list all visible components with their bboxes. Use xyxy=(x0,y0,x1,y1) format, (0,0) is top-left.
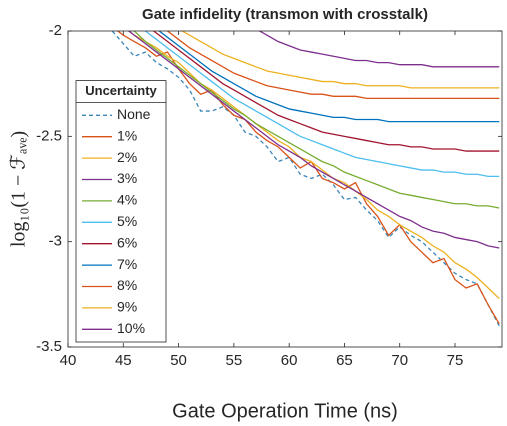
x-axis-label: Gate Operation Time (ns) xyxy=(172,400,398,422)
legend-label: 8% xyxy=(117,277,137,293)
x-tick-label: 40 xyxy=(60,352,77,369)
series-line xyxy=(127,31,500,300)
legend-label: 10% xyxy=(117,320,145,336)
x-tick-label: 60 xyxy=(281,352,298,369)
series-line xyxy=(180,31,500,89)
legend-label: 2% xyxy=(117,149,137,165)
series-line xyxy=(111,31,500,327)
legend-label: 6% xyxy=(117,234,137,250)
plot-lines xyxy=(111,31,500,327)
x-tick-label: 50 xyxy=(170,352,187,369)
series-line xyxy=(166,31,500,100)
legend-label: 5% xyxy=(117,213,137,229)
y-axis-label: log₁₀(1 − ℱₐᵥₑ) xyxy=(8,131,30,247)
axes-box xyxy=(67,30,503,348)
y-tick-label: -3.5 xyxy=(36,338,62,355)
x-tick-label: 75 xyxy=(447,352,464,369)
chart-title: Gate infidelity (transmon with crosstalk… xyxy=(142,6,428,23)
y-tick-label: -3 xyxy=(49,233,62,250)
series-line xyxy=(158,31,500,123)
legend-label: None xyxy=(117,106,151,122)
legend-label: 4% xyxy=(117,192,137,208)
x-tick-label: 55 xyxy=(226,352,243,369)
y-tick-label: -2 xyxy=(49,22,62,39)
series-line xyxy=(258,31,500,68)
legend-label: 3% xyxy=(117,170,137,186)
series-line xyxy=(144,31,500,178)
series-line xyxy=(127,31,500,249)
x-tick-label: 65 xyxy=(336,352,353,369)
series-line xyxy=(152,31,500,152)
legend-label: 1% xyxy=(117,127,137,143)
series-line xyxy=(133,31,500,209)
y-tick-label: -2.5 xyxy=(36,127,62,144)
x-tick-label: 70 xyxy=(391,352,408,369)
legend-box xyxy=(75,80,167,343)
legend-label: 7% xyxy=(117,256,137,272)
legend-title: Uncertainty xyxy=(85,83,157,98)
legend-label: 9% xyxy=(117,299,137,315)
x-tick-label: 45 xyxy=(115,352,132,369)
